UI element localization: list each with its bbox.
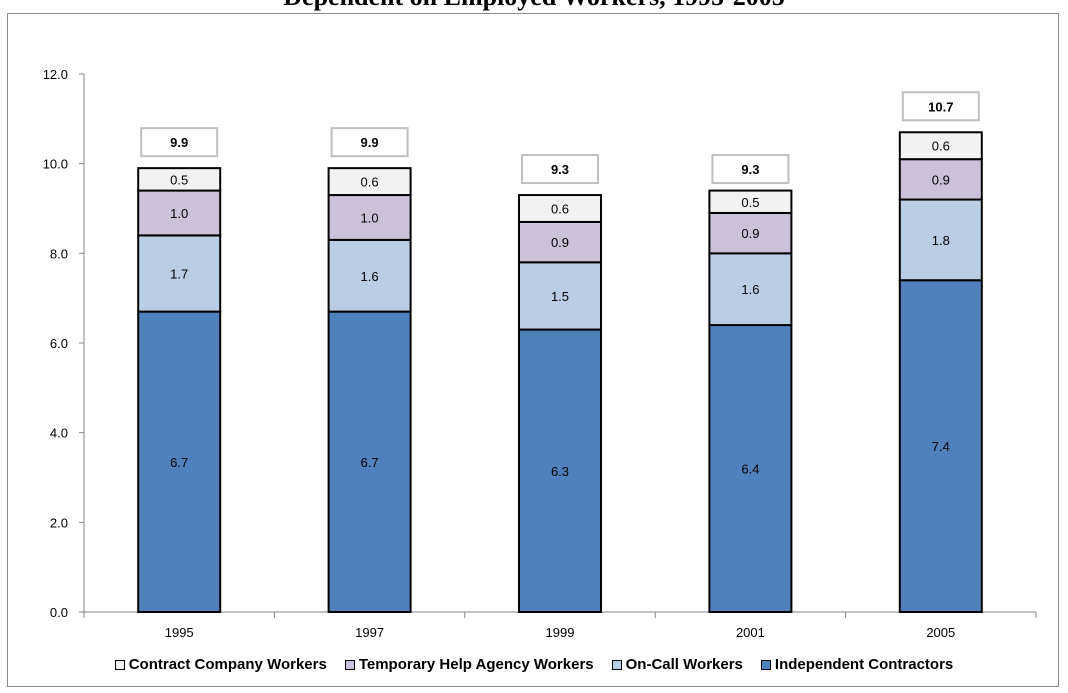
data-label: 0.5: [170, 172, 188, 187]
y-tick-label: 8.0: [50, 246, 68, 261]
x-tick-label: 1999: [546, 625, 575, 640]
legend-item-contract: Contract Company Workers: [114, 656, 327, 673]
data-label: 1.8: [932, 233, 950, 248]
data-label: 6.3: [551, 464, 569, 479]
y-tick-label: 12.0: [43, 67, 68, 82]
data-label: 1.0: [361, 210, 379, 225]
x-tick-label: 2005: [926, 625, 955, 640]
legend-item-temporary: Temporary Help Agency Workers: [344, 656, 594, 673]
data-label: 0.9: [932, 172, 950, 187]
bar-segment: [898, 131, 983, 161]
legend-label-independent: Independent Contractors: [774, 656, 954, 673]
data-label: 0.5: [741, 195, 759, 210]
bar-segment: [137, 167, 222, 192]
data-label: 1.6: [361, 269, 379, 284]
total-label: 10.7: [928, 99, 953, 114]
total-box: [901, 91, 980, 122]
bar-segment: [327, 310, 412, 613]
y-tick-label: 4.0: [50, 426, 68, 441]
total-box: [330, 127, 409, 158]
total-label: 9.9: [361, 135, 379, 150]
total-box: [140, 127, 219, 158]
legend-swatch-independent: [760, 659, 771, 670]
bar-segment: [137, 310, 222, 613]
data-label: 1.5: [551, 289, 569, 304]
y-tick-label: 0.0: [50, 605, 68, 620]
data-label: 1.6: [741, 282, 759, 297]
legend-label-temporary: Temporary Help Agency Workers: [358, 656, 594, 673]
legend-swatch-contract: [114, 659, 125, 670]
x-tick-label: 2001: [736, 625, 765, 640]
legend-swatch-oncall: [611, 659, 622, 670]
total-label: 9.3: [551, 162, 569, 177]
bar-segment: [327, 238, 412, 313]
bar-segment: [518, 328, 602, 613]
data-label: 6.4: [741, 462, 759, 477]
data-label: 1.0: [170, 206, 188, 221]
bar-segment: [327, 167, 412, 197]
bar-segment: [708, 211, 793, 255]
data-label: 0.9: [551, 235, 569, 250]
data-label: 7.4: [932, 439, 950, 454]
data-label: 0.6: [361, 175, 379, 190]
data-label: 0.6: [932, 139, 950, 154]
legend-item-independent: Independent Contractors: [760, 656, 954, 673]
bar-segment: [137, 234, 222, 313]
bar-segment: [898, 158, 983, 201]
total-box: [711, 154, 790, 185]
bar-segment: [518, 194, 602, 223]
total-label: 9.3: [741, 162, 759, 177]
bar-segment: [708, 324, 793, 613]
y-tick-label: 10.0: [43, 157, 68, 172]
data-label: 0.9: [741, 226, 759, 241]
bar-segment: [708, 252, 793, 327]
total-label: 9.9: [170, 135, 188, 150]
bar-segment: [518, 220, 602, 264]
y-tick-label: 2.0: [50, 515, 68, 530]
legend: Contract Company Workers Temporary Help …: [0, 656, 1068, 673]
x-tick-label: 1995: [165, 625, 194, 640]
data-label: 6.7: [361, 455, 379, 470]
legend-label-oncall: On-Call Workers: [625, 656, 743, 673]
y-tick-label: 6.0: [50, 336, 68, 351]
x-tick-label: 1997: [355, 625, 384, 640]
bar-segment: [898, 279, 983, 613]
legend-item-oncall: On-Call Workers: [611, 656, 743, 673]
bar-segment: [327, 194, 412, 241]
data-label: 1.7: [170, 267, 188, 282]
legend-swatch-temporary: [344, 659, 355, 670]
legend-label-contract: Contract Company Workers: [128, 656, 327, 673]
data-label: 0.6: [551, 202, 569, 217]
bar-segment: [137, 189, 222, 237]
bar-segment: [708, 189, 793, 214]
data-label: 6.7: [170, 455, 188, 470]
chart-title: Dependent on Employed Workers, 1995-2005: [0, 0, 1068, 12]
bar-segment: [518, 261, 602, 331]
total-box: [521, 154, 599, 185]
